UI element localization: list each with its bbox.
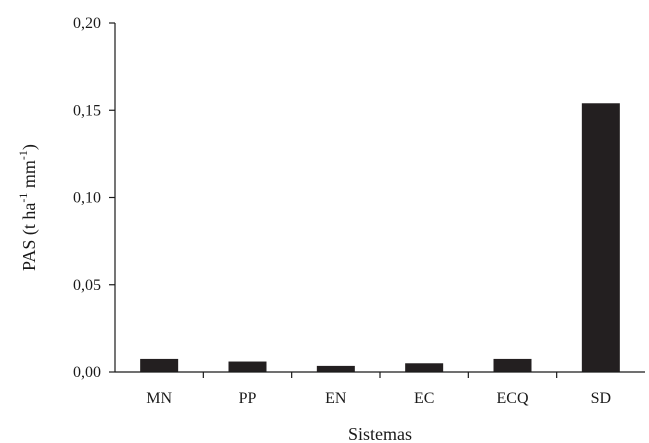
bar-en [316,365,355,372]
y-axis-title-middle: mm [19,160,39,193]
x-tick-label-mn: MN [146,390,172,407]
x-ticks-group: MN PP EN EC ECQ SD [146,372,611,407]
y-axis-title-prefix: PAS (t ha [19,203,40,271]
bar-sd [581,103,620,373]
y-tick-label: 0,15 [73,102,101,119]
bars-group [140,103,620,373]
y-axis-title-exponent-2: -1 [16,150,30,160]
x-tick-label-ecq: ECQ [497,390,529,407]
bar-ecq [493,358,532,372]
x-tick-label-en: EN [325,390,347,407]
y-axis-title: PAS (t ha-1 mm-1) [16,144,40,271]
bar-mn [140,358,179,372]
y-ticks-group: 0,00 0,05 0,10 0,15 0,20 [73,15,115,381]
y-tick-label: 0,00 [73,364,101,381]
y-axis-title-suffix: ) [19,144,40,150]
x-tick-label-sd: SD [591,390,611,407]
y-tick-label: 0,10 [73,190,101,207]
x-tick-label-pp: PP [239,390,257,407]
x-tick-label-ec: EC [414,390,434,407]
x-axis-title: Sistemas [348,424,412,443]
bar-ec [405,363,444,372]
y-tick-label: 0,05 [73,277,101,294]
bar-pp [228,361,267,372]
y-tick-label: 0,20 [73,15,101,32]
y-axis-title-exponent-1: -1 [16,193,30,203]
